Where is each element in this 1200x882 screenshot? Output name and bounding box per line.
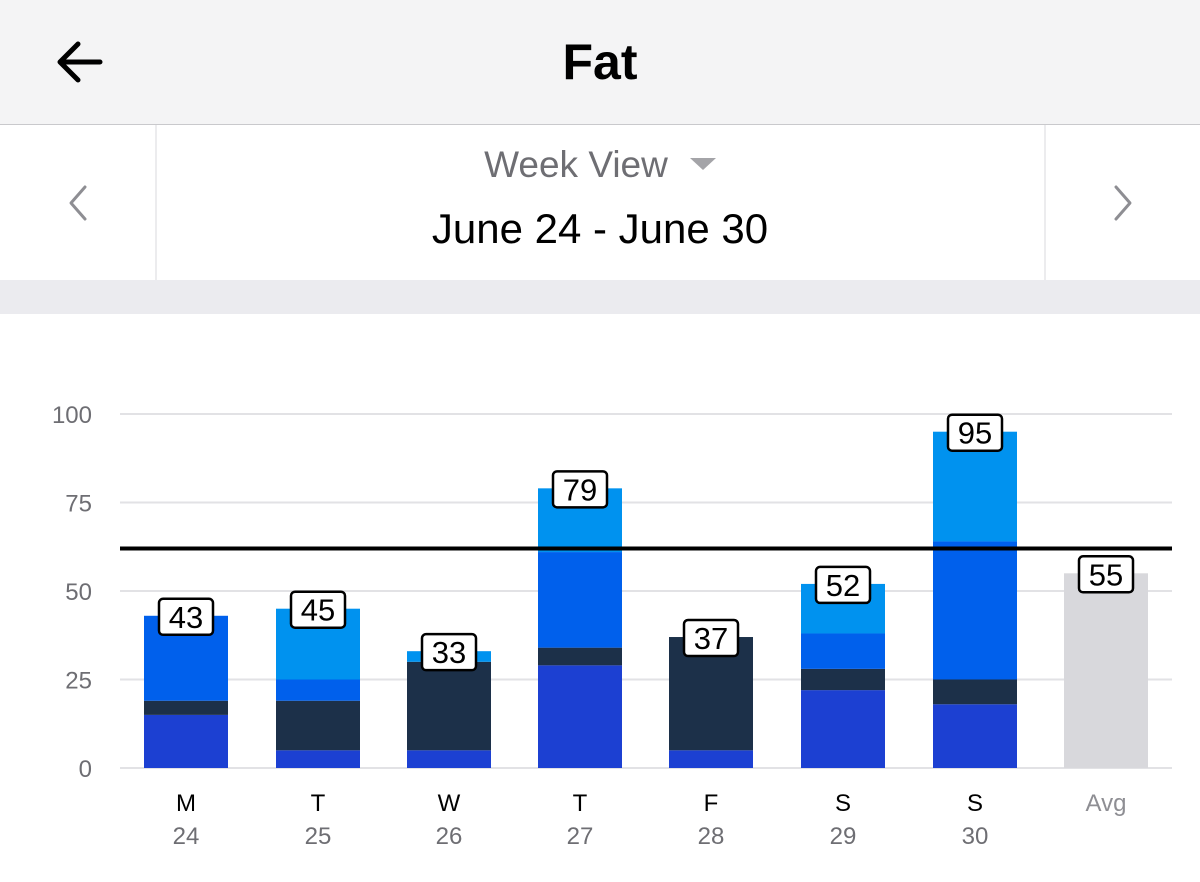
chevron-right-icon	[1114, 185, 1132, 220]
view-selector[interactable]: Week View	[157, 135, 1043, 195]
view-label: Week View	[484, 144, 668, 185]
next-week-button[interactable]	[1044, 125, 1200, 280]
bar-segment	[407, 661, 491, 751]
section-divider	[0, 280, 1200, 314]
fat-chart: 0 25 50 75 100 43 45 33 79 37 52 95 55 M 24 T 25 W 26 T 27 F 2…	[52, 402, 1172, 850]
value-label-box	[1077, 555, 1135, 594]
x-tick-label: Avg	[1086, 790, 1127, 817]
x-tick-label: F	[704, 790, 719, 817]
y-tick-label: 100	[52, 402, 92, 429]
date-navigator: Week View June 24 - June 30	[0, 125, 1200, 280]
page-title: Fat	[562, 34, 638, 90]
value-label: 52	[826, 568, 860, 603]
bar-segment	[933, 679, 1017, 705]
bar-segment	[801, 690, 885, 768]
x-tick-date: 30	[962, 823, 989, 850]
bar-segment	[538, 552, 622, 648]
bar-segment	[276, 750, 360, 768]
value-label-box	[157, 597, 215, 637]
y-tick-label: 25	[65, 668, 92, 695]
back-button[interactable]	[40, 26, 116, 98]
date-range: June 24 - June 30	[431, 205, 769, 252]
x-tick-date: 27	[567, 823, 594, 850]
bar-segment	[276, 700, 360, 751]
value-label: 95	[958, 416, 992, 451]
x-tick-label: M	[176, 790, 196, 817]
y-tick-label: 50	[65, 579, 92, 606]
value-label: 45	[301, 593, 335, 628]
bar-segment	[276, 679, 360, 701]
previous-week-button[interactable]	[0, 125, 157, 280]
x-tick-date: 29	[830, 823, 857, 850]
value-label: 37	[694, 621, 728, 656]
value-label: 43	[169, 600, 203, 635]
x-tick-date: 26	[436, 823, 463, 850]
bar-segment	[801, 668, 885, 691]
value-label-box	[682, 618, 740, 658]
y-tick-label: 0	[79, 756, 92, 783]
bar-segment	[538, 647, 622, 666]
value-label: 55	[1089, 557, 1123, 592]
chevron-left-icon	[69, 185, 86, 220]
bar-segment	[144, 714, 228, 768]
value-label-box	[420, 632, 478, 672]
x-tick-date: 24	[173, 823, 200, 850]
value-label-box	[551, 470, 609, 509]
value-label-box	[814, 565, 872, 605]
x-tick-label: T	[573, 790, 588, 817]
value-label: 33	[432, 635, 466, 670]
x-tick-date: 28	[698, 823, 725, 850]
x-tick-label: S	[967, 790, 983, 817]
bar-segment	[407, 750, 491, 768]
bar-segment	[933, 541, 1017, 680]
value-label: 79	[563, 472, 597, 507]
arrow-left-icon	[57, 41, 103, 83]
bar-segment	[669, 750, 753, 768]
x-tick-label: W	[438, 790, 461, 817]
y-tick-label: 75	[65, 491, 92, 518]
x-tick-date: 25	[305, 823, 332, 850]
value-label-box	[946, 413, 1004, 452]
x-tick-label: T	[311, 790, 326, 817]
x-tick-label: S	[835, 790, 851, 817]
bar-segment	[144, 700, 228, 715]
bar-segment	[538, 665, 622, 768]
bar-segment	[933, 704, 1017, 768]
bar-segment	[1064, 573, 1148, 768]
header: Fat	[0, 0, 1200, 125]
caret-down-icon	[689, 158, 716, 171]
bar-segment	[801, 633, 885, 669]
value-label-box	[289, 590, 347, 629]
